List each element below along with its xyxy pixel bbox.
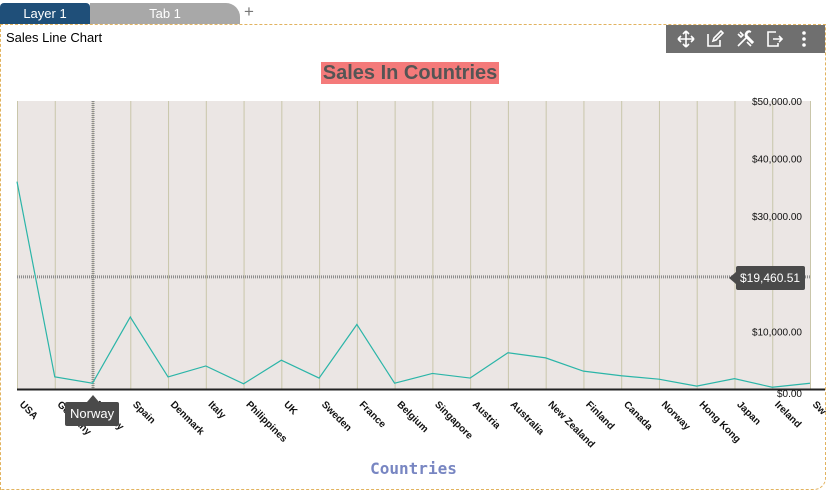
data-point[interactable]	[166, 375, 170, 379]
data-point[interactable]	[279, 358, 283, 362]
data-point[interactable]	[355, 322, 359, 326]
chart-title-wrap: Sales In Countries	[0, 62, 820, 85]
x-tick-label: Belgium	[394, 399, 430, 435]
data-point[interactable]	[506, 351, 510, 355]
x-tick-label: Singapore	[432, 399, 475, 442]
x-tick-label: Spain	[130, 399, 157, 426]
tab-layer-1[interactable]: Layer 1	[0, 3, 90, 24]
x-tick-label: Norway	[659, 399, 693, 433]
y-tick-label: $10,000.00	[752, 327, 802, 338]
move-icon[interactable]	[676, 29, 696, 49]
plot-area	[17, 101, 810, 389]
data-point[interactable]	[657, 377, 661, 381]
y-tick-label: $40,000.00	[752, 155, 802, 166]
add-tab-button[interactable]: +	[244, 2, 254, 21]
x-tick-label: Austria	[470, 399, 502, 431]
crosshair-x-tooltip: Norway	[65, 395, 120, 426]
data-point[interactable]	[695, 384, 699, 388]
export-icon[interactable]	[764, 29, 784, 49]
widget-toolbar	[666, 25, 825, 53]
widget-title: Sales Line Chart	[6, 30, 103, 45]
y-tick-label: $50,000.00	[752, 97, 802, 108]
x-tick-label: Japan	[734, 399, 762, 427]
x-tick-label: USA	[17, 399, 40, 422]
grid-lines	[17, 101, 811, 389]
data-point[interactable]	[242, 382, 246, 386]
tab-bar: Layer 1 Tab 1 +	[0, 0, 827, 24]
x-tick-label: Sw	[810, 399, 827, 417]
x-tick-label: Italy	[206, 399, 228, 421]
data-point[interactable]	[15, 180, 19, 184]
data-point[interactable]	[430, 371, 434, 375]
data-point[interactable]	[808, 381, 812, 385]
data-point[interactable]	[91, 381, 95, 385]
data-point[interactable]	[468, 376, 472, 380]
data-point[interactable]	[544, 356, 548, 360]
tab-tab-1[interactable]: Tab 1	[90, 3, 240, 24]
x-tick-label: Denmark	[168, 399, 206, 437]
data-point[interactable]	[732, 377, 736, 381]
x-tick-label: Canada	[621, 399, 655, 433]
data-point[interactable]	[619, 374, 623, 378]
chart-title: Sales In Countries	[320, 62, 500, 84]
edit-icon[interactable]	[705, 29, 725, 49]
data-point[interactable]	[317, 376, 321, 380]
x-tick-label: Australia	[508, 399, 546, 437]
series-line-0[interactable]	[16, 181, 811, 388]
x-axis-label: Countries	[370, 459, 457, 478]
x-tick-label: France	[357, 399, 388, 430]
series-layer	[15, 180, 812, 388]
data-point[interactable]	[53, 375, 57, 379]
data-point[interactable]	[581, 369, 585, 373]
x-axis-ticks: USAGermanyNorwaySpainDenmarkItalyPhilipp…	[17, 399, 827, 450]
data-point[interactable]	[128, 315, 132, 319]
data-point[interactable]	[393, 381, 397, 385]
x-tick-label: Ireland	[772, 399, 803, 430]
y-tick-label: $30,000.00	[752, 212, 802, 223]
settings-tools-icon[interactable]	[735, 29, 755, 49]
x-tick-label: Finland	[583, 399, 616, 432]
crosshair	[17, 101, 810, 389]
x-tick-label: Sweden	[319, 399, 354, 434]
y-tick-label: $0.00	[777, 389, 802, 400]
data-point[interactable]	[204, 364, 208, 368]
more-icon[interactable]	[794, 29, 814, 49]
crosshair-y-tooltip: $19,460.51	[728, 266, 806, 290]
x-tick-label: UK	[281, 399, 300, 418]
